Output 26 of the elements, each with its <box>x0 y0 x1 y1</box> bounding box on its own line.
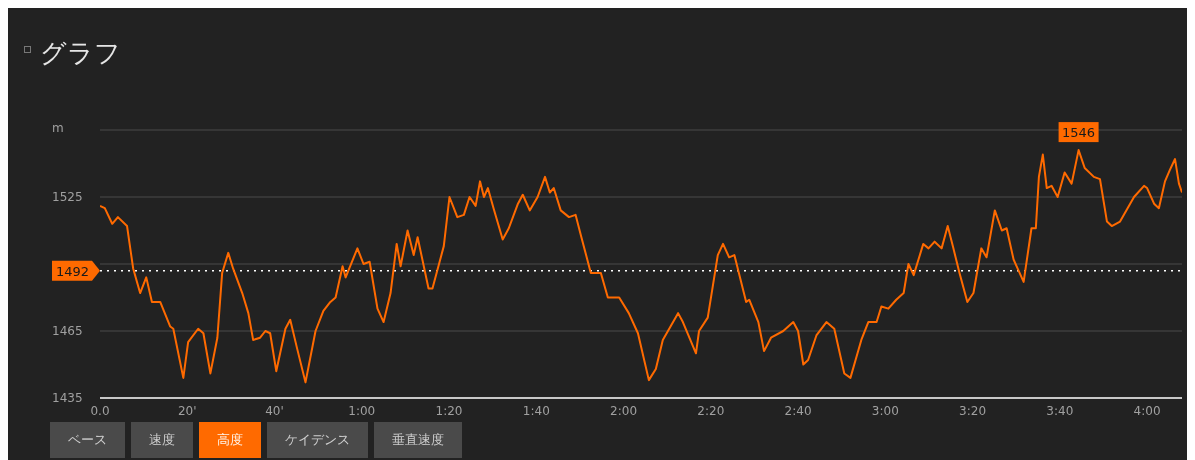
x-tick-label: 1:40 <box>522 403 550 418</box>
text: 垂直速度 <box>374 422 462 458</box>
line-series <box>100 149 1182 384</box>
x-tick-label: 2:00 <box>610 403 638 418</box>
y-axis-title: m <box>52 121 64 135</box>
y-tick-label: 1525 <box>52 190 83 204</box>
x-tick-label: 20' <box>177 403 197 418</box>
y-tick-label: 1435 <box>52 391 83 405</box>
x-tick-label: 2:20 <box>697 403 725 418</box>
x-tick-label: 1:20 <box>435 403 463 418</box>
x-tick-label: 3:20 <box>959 403 987 418</box>
chart-title: グラフ <box>40 37 121 70</box>
annotation: 1546 <box>1062 125 1096 141</box>
x-tick-label: 40' <box>265 403 284 418</box>
x-tick-label: 4:00 <box>1133 403 1161 418</box>
text: ベース <box>50 422 125 458</box>
x-tick-label: 0.0 <box>90 403 110 418</box>
x-tick-label: 1:00 <box>348 403 376 418</box>
text: 高度 <box>199 422 261 458</box>
text: ケイデンス <box>267 422 368 458</box>
ref-line-label: 1492 <box>56 263 90 279</box>
y-tick-label: 1465 <box>52 324 83 338</box>
x-tick-label: 2:40 <box>784 403 812 418</box>
x-tick-label: 3:00 <box>871 403 899 418</box>
text: 速度 <box>131 422 193 458</box>
x-tick-label: 3:40 <box>1046 403 1074 418</box>
